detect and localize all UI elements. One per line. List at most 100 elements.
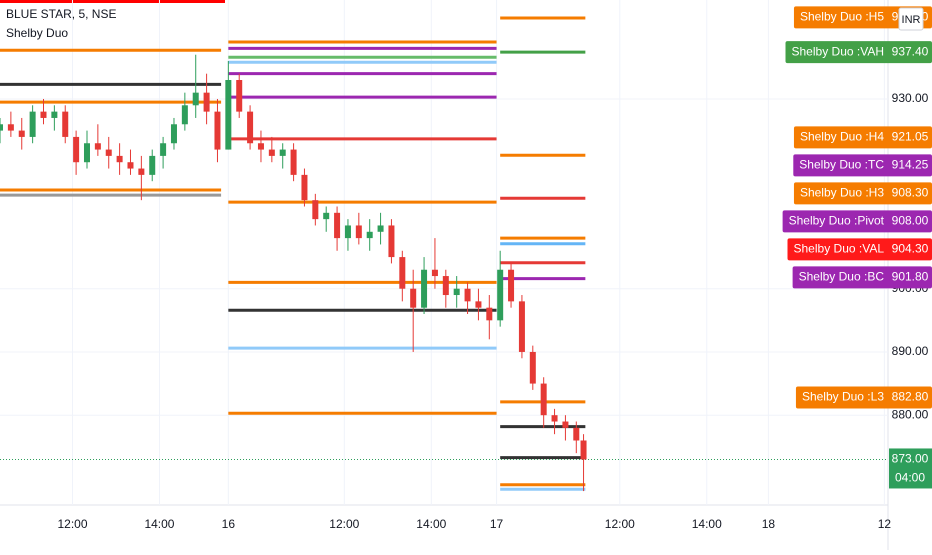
candle-body [508,270,514,302]
candle-body [552,415,558,421]
price-tag-value: 921.05 [892,129,929,143]
countdown-label: 04:00 [895,471,925,485]
y-tick-label: 890.00 [892,344,929,358]
y-tick-label: 880.00 [892,407,929,421]
candle-body [117,156,123,162]
price-tag-value: 908.00 [892,213,929,227]
indicator-name: Shelby Duo [6,26,68,40]
price-tag-value: 908.30 [892,185,929,199]
candle-body [258,143,264,149]
top-accent [0,0,225,3]
candle-body [106,150,112,156]
candle-body [345,225,351,238]
candle-body [421,270,427,308]
price-tag: Shelby Duo :H4 921.05 [794,126,932,148]
candle-body [51,112,57,118]
candle-body [160,143,166,156]
chart-title: BLUE STAR, 5, NSE [6,7,116,21]
candle-body [519,301,525,352]
candle-body [581,440,587,459]
candle-body [280,150,286,156]
x-tick-label: 14:00 [416,517,446,531]
price-tag-name: Shelby Duo :H5 [800,10,884,24]
last-price-label: 873.00 [892,452,929,466]
x-tick-label: 12:00 [329,517,359,531]
candle-body [149,156,155,175]
candle-body [486,308,492,321]
price-tag-value: 882.80 [892,390,929,404]
price-tag-name: Shelby Duo :Pivot [789,213,885,227]
candle-body [84,143,90,162]
candle-body [530,352,536,384]
candle-body [541,384,547,416]
price-tag: Shelby Duo :L3 882.80 [796,386,932,408]
price-tag-value: 901.80 [892,269,929,283]
candle-body [269,150,275,156]
y-tick-label: 930.00 [892,91,929,105]
candle-body [236,80,242,112]
x-tick-label: 14:00 [144,517,174,531]
price-tag: Shelby Duo :VAL 904.30 [788,238,932,260]
candle-body [62,112,68,137]
price-tag-name: Shelby Duo :VAH [792,44,885,58]
price-tag-name: Shelby Duo :VAL [794,241,885,255]
candle-body [30,112,36,137]
price-tag: Shelby Duo :H3 908.30 [794,182,932,204]
x-tick-label: 16 [222,517,236,531]
candle-body [356,225,362,238]
price-tag-name: Shelby Duo :BC [799,269,885,283]
x-tick-label: 12:00 [605,517,635,531]
candle-body [312,200,318,219]
x-tick-label: 18 [762,517,776,531]
price-tag-name: Shelby Duo :H3 [800,185,884,199]
candle-body [127,162,133,168]
candle-body [432,270,438,276]
candle-body [562,422,568,428]
candle-body [214,112,220,150]
price-tag-value: 914.25 [892,157,929,171]
candle-body [95,143,101,149]
candle-body [0,124,3,130]
candle-body [204,93,210,112]
price-tag-value: 904.30 [892,241,929,255]
price-tag-name: Shelby Duo :L3 [802,390,884,404]
candle-body [334,213,340,238]
price-tag-name: Shelby Duo :H4 [800,129,884,143]
candle-body [182,105,188,124]
candle-body [443,276,449,295]
price-tag: Shelby Duo :VAH 937.40 [786,41,932,63]
candle-body [19,131,25,137]
price-tag: Shelby Duo :TC 914.25 [793,154,932,176]
candle-body [40,112,46,118]
price-tag-name: Shelby Duo :TC [799,157,884,171]
candle-body [573,428,579,441]
candle-body [378,225,384,231]
candle-body [367,232,373,238]
price-tag-value: 937.40 [892,44,929,58]
candle-body [410,289,416,308]
candle-body [291,150,297,175]
x-tick-label: 12 [878,517,892,531]
x-tick-label: 14:00 [692,517,722,531]
candle-body [399,257,405,289]
x-tick-label: 12:00 [57,517,87,531]
candle-body [247,112,253,144]
candle-body [388,225,394,257]
candle-body [171,124,177,143]
candle-body [465,289,471,302]
currency-label: INR [902,14,921,26]
candle-body [475,301,481,307]
candle-body [225,80,231,150]
candle-body [193,93,199,106]
candle-body [8,124,14,130]
candle-body [497,270,503,321]
candle-body [73,137,79,162]
candle-body [301,175,307,200]
candle-body [454,289,460,295]
x-tick-label: 17 [490,517,504,531]
candle-body [138,169,144,175]
price-tag: Shelby Duo :Pivot 908.00 [783,210,932,232]
candle-body [323,213,329,219]
